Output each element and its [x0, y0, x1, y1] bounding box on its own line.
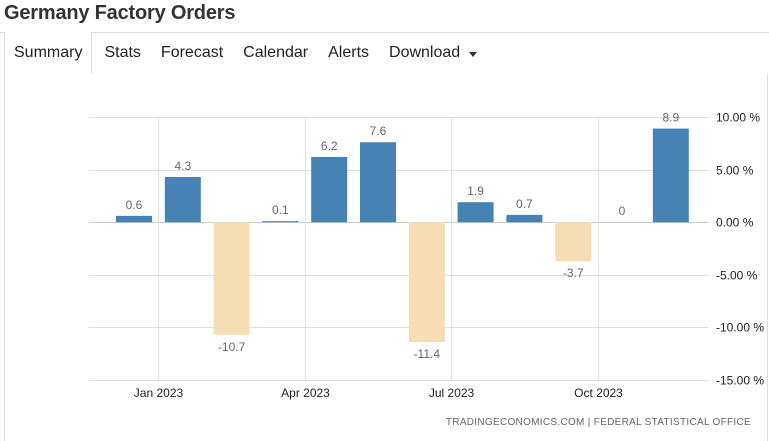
tab-bar: Summary Stats Forecast Calendar Alerts D…: [4, 32, 487, 74]
axis-layer: 10.00 % 5.00 % 0.00 % -5.00 % -10.00 % -15.00…: [134, 111, 765, 401]
bar-value-label: 8.9: [662, 111, 679, 125]
bar: [652, 128, 689, 223]
bar: [262, 221, 299, 223]
bar: [360, 142, 396, 223]
x-tick-label: Oct 2023: [574, 386, 623, 400]
bar: [164, 176, 201, 223]
bars-layer: [116, 128, 689, 343]
labels-layer: 0.6 4.3 -10.7 0.1 6.2 7.6 -11.4 1.9 0.7 -3.7 0 8.9: [126, 111, 680, 362]
bar-value-label: -3.7: [563, 266, 584, 280]
bar-value-label: 6.2: [321, 139, 338, 153]
y-tick-label: -15.00 %: [716, 374, 764, 388]
source-credit: TRADINGECONOMICS.COM | FEDERAL STATISTIC…: [445, 417, 751, 428]
tab-calendar[interactable]: Calendar: [243, 44, 309, 61]
bar: [213, 222, 250, 335]
bar-value-label: -10.7: [218, 340, 246, 354]
tab-download-label: Download: [389, 44, 461, 61]
bar: [408, 222, 445, 343]
tab-stats[interactable]: Stats: [104, 44, 141, 61]
bar: [457, 202, 494, 223]
bar: [506, 214, 543, 223]
y-tick-label: 10.00 %: [716, 111, 760, 125]
bar-value-label: 0: [619, 204, 626, 218]
tab-download[interactable]: Download: [379, 32, 487, 74]
bar-value-label: 0.6: [126, 198, 143, 212]
x-tick-label: Jul 2023: [429, 386, 475, 400]
tabs-divider: [0, 32, 769, 33]
bar: [116, 215, 152, 223]
page-title: Germany Factory Orders: [4, 2, 236, 24]
x-tick-label: Apr 2023: [281, 386, 330, 400]
bar-value-label: 0.7: [516, 197, 533, 211]
x-tick-label: Jan 2023: [134, 386, 184, 400]
caret-down-icon: [469, 51, 478, 57]
tab-forecast[interactable]: Forecast: [160, 44, 224, 61]
tab-summary[interactable]: Summary: [4, 32, 93, 74]
bar-value-label: 7.6: [370, 124, 387, 138]
bar: [311, 156, 348, 223]
grid-layer: [89, 117, 708, 381]
y-tick-label: -10.00 %: [716, 321, 764, 335]
y-tick-label: -5.00 %: [716, 269, 758, 283]
bar: [555, 222, 592, 262]
y-tick-label: 0.00 %: [716, 216, 754, 230]
bar-value-label: 0.1: [272, 203, 289, 217]
bar-value-label: 4.3: [174, 159, 191, 173]
summary-panel: [4, 74, 768, 441]
y-tick-label: 5.00 %: [716, 164, 754, 178]
bar-value-label: 1.9: [467, 184, 484, 198]
bar-value-label: -11.4: [414, 347, 441, 361]
tab-alerts[interactable]: Alerts: [328, 44, 370, 61]
